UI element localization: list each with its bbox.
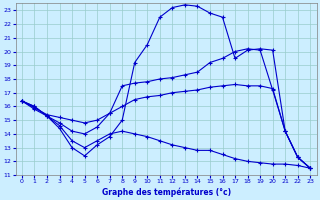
X-axis label: Graphe des températures (°c): Graphe des températures (°c) — [101, 187, 231, 197]
